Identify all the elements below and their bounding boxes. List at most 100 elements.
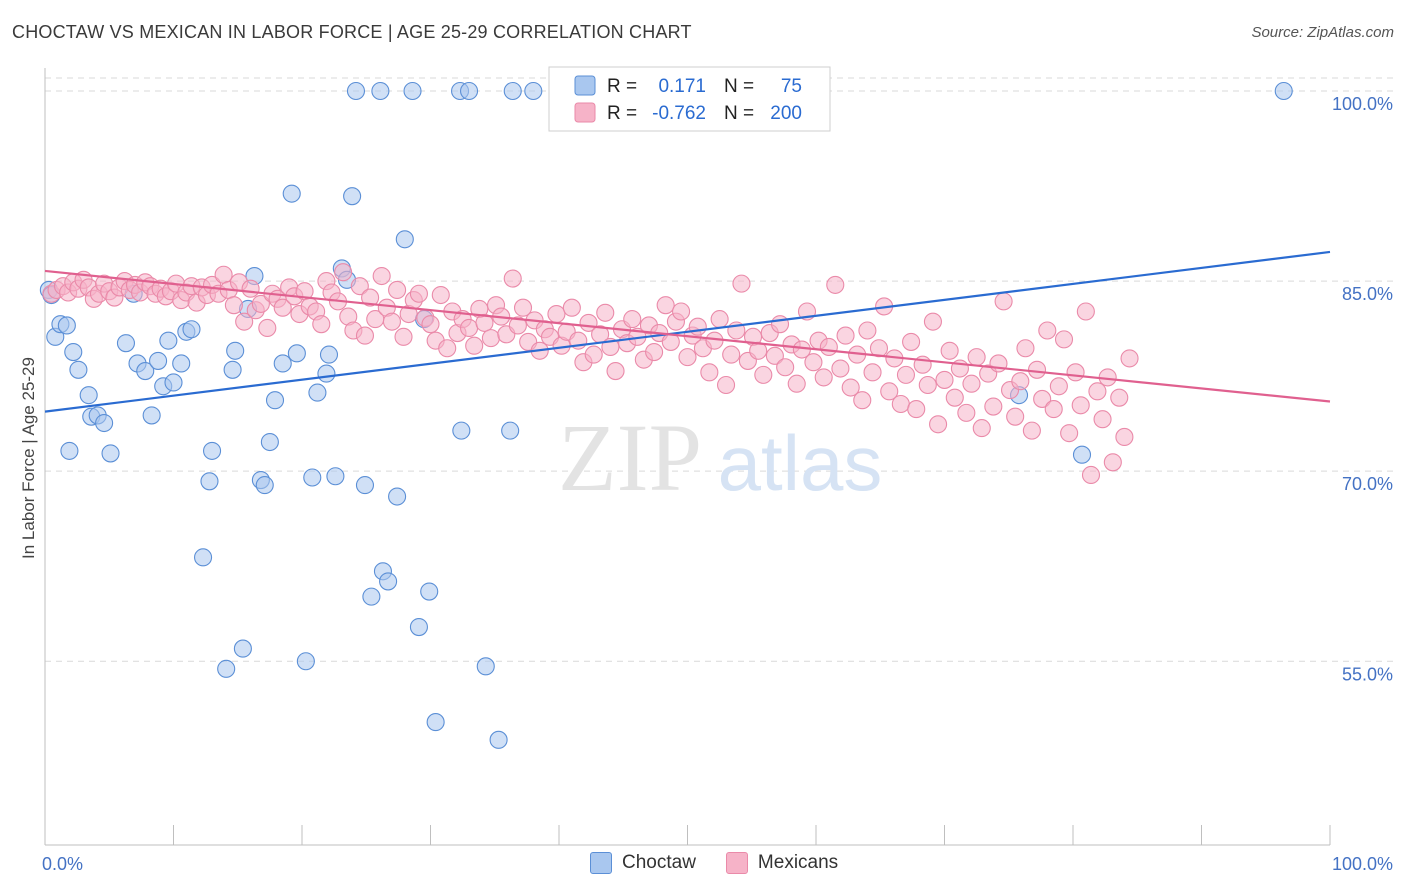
mexican-point	[1054, 330, 1074, 349]
choctaw-point	[501, 421, 520, 440]
x-tick-label-right: 100.0%	[1332, 854, 1393, 874]
choctaw-point	[57, 316, 76, 335]
mexican-point	[770, 315, 790, 334]
mexican-point	[776, 358, 795, 377]
mexican-point	[754, 365, 773, 384]
watermark-zip: ZIP	[558, 404, 702, 511]
mexican-point	[819, 337, 838, 357]
axes-layer	[44, 68, 1331, 846]
watermark: ZIP atlas	[558, 404, 882, 511]
mexican-point	[710, 310, 729, 329]
watermark-atlas: atlas	[718, 419, 883, 507]
stats-r-value-mexican: -0.762	[652, 103, 706, 124]
choctaw-point	[164, 373, 183, 392]
mexican-point	[722, 345, 741, 364]
mexican-point	[438, 339, 457, 358]
y-tick-labels: 55.0% 70.0% 85.0% 100.0%	[1332, 94, 1393, 684]
stats-legend-swatch-choctaw	[574, 75, 596, 96]
mexican-point	[945, 388, 964, 407]
mexican-point	[1110, 388, 1129, 407]
mexican-point	[1016, 339, 1035, 358]
mexican-point	[962, 374, 981, 393]
choctaw-point	[362, 587, 381, 606]
mexican-point	[831, 359, 850, 378]
mexican-point	[547, 304, 566, 324]
choctaw-point	[69, 360, 88, 379]
mexican-point	[672, 302, 691, 321]
mexican-point	[972, 419, 991, 438]
mexican-point	[372, 266, 391, 286]
mexican-point	[251, 294, 270, 313]
choctaw-point	[159, 331, 178, 350]
mexican-point	[350, 277, 369, 296]
mexican-point	[858, 321, 877, 340]
mexican-point	[312, 315, 331, 334]
legend-item-choctaw[interactable]: Choctaw	[590, 852, 696, 874]
choctaw-point	[255, 476, 274, 495]
mexican-point	[787, 374, 806, 393]
y-tick-label: 85.0%	[1342, 284, 1393, 304]
mexican-point	[508, 316, 527, 335]
mexican-point	[1066, 363, 1085, 382]
mexican-point	[513, 298, 533, 317]
choctaw-point	[476, 657, 495, 676]
choctaw-point	[64, 343, 83, 362]
choctaw-point	[116, 334, 136, 353]
choctaw-point	[395, 230, 414, 249]
stats-r-label-choctaw: R =	[607, 76, 637, 97]
choctaw-point	[182, 320, 201, 339]
legend-label-mexicans: Mexicans	[757, 852, 839, 873]
y-tick-label: 100.0%	[1332, 94, 1393, 114]
mexican-point	[994, 292, 1013, 311]
choctaw-point	[260, 432, 279, 452]
mexican-trend-line	[44, 269, 1331, 403]
mexican-point	[1093, 410, 1112, 429]
mexican-point	[814, 368, 833, 387]
mexican-point	[1044, 400, 1063, 419]
choctaw-point	[282, 184, 301, 203]
mexican-point	[584, 345, 603, 364]
choctaw-point	[200, 472, 219, 491]
stats-legend-swatch-mexican	[574, 102, 596, 123]
mexican-point	[1088, 382, 1107, 401]
legend-label-choctaw: Choctaw	[622, 852, 696, 873]
mexican-point	[1115, 427, 1134, 447]
choctaw-point	[403, 81, 422, 101]
chart-title: CHOCTAW VS MEXICAN IN LABOR FORCE | AGE …	[12, 22, 692, 42]
mexican-point	[984, 397, 1003, 416]
choctaw-point	[371, 81, 390, 101]
trend-lines	[44, 250, 1331, 413]
mexican-point	[258, 318, 277, 338]
y-axis-label: In Labor Force | Age 25-29	[19, 357, 38, 559]
stats-n-value-mexican: 200	[770, 103, 802, 124]
mexican-point	[853, 391, 872, 410]
mexican-point	[841, 378, 860, 397]
mexican-point	[700, 363, 719, 382]
choctaw-point	[489, 730, 508, 749]
choctaw-point	[409, 617, 428, 637]
choctaw-point	[326, 467, 345, 486]
mexican-point	[235, 312, 254, 331]
stats-legend-box	[548, 66, 831, 132]
mexican-point	[1022, 421, 1041, 440]
mexican-point	[421, 315, 440, 334]
choctaw-point	[95, 413, 114, 433]
choctaw-point	[223, 360, 242, 379]
choctaw-point	[296, 652, 315, 671]
source-label: Source: ZipAtlas.com	[1251, 24, 1394, 41]
mexican-point	[382, 312, 402, 331]
x-tick-label-left: 0.0%	[42, 854, 83, 874]
mexican-points	[42, 263, 1139, 485]
mexican-point	[475, 313, 494, 332]
legend-swatch-mexicans	[725, 852, 748, 874]
choctaw-point	[1274, 81, 1293, 101]
choctaw-point	[149, 351, 168, 370]
mexican-point	[923, 312, 942, 331]
mexican-point	[896, 365, 916, 384]
stats-r-label-mexican: R =	[607, 103, 637, 124]
choctaw-point	[319, 345, 339, 364]
legend-item-mexicans[interactable]: Mexicans	[725, 852, 839, 874]
mexican-point	[880, 382, 899, 401]
mexican-point	[1076, 302, 1095, 321]
